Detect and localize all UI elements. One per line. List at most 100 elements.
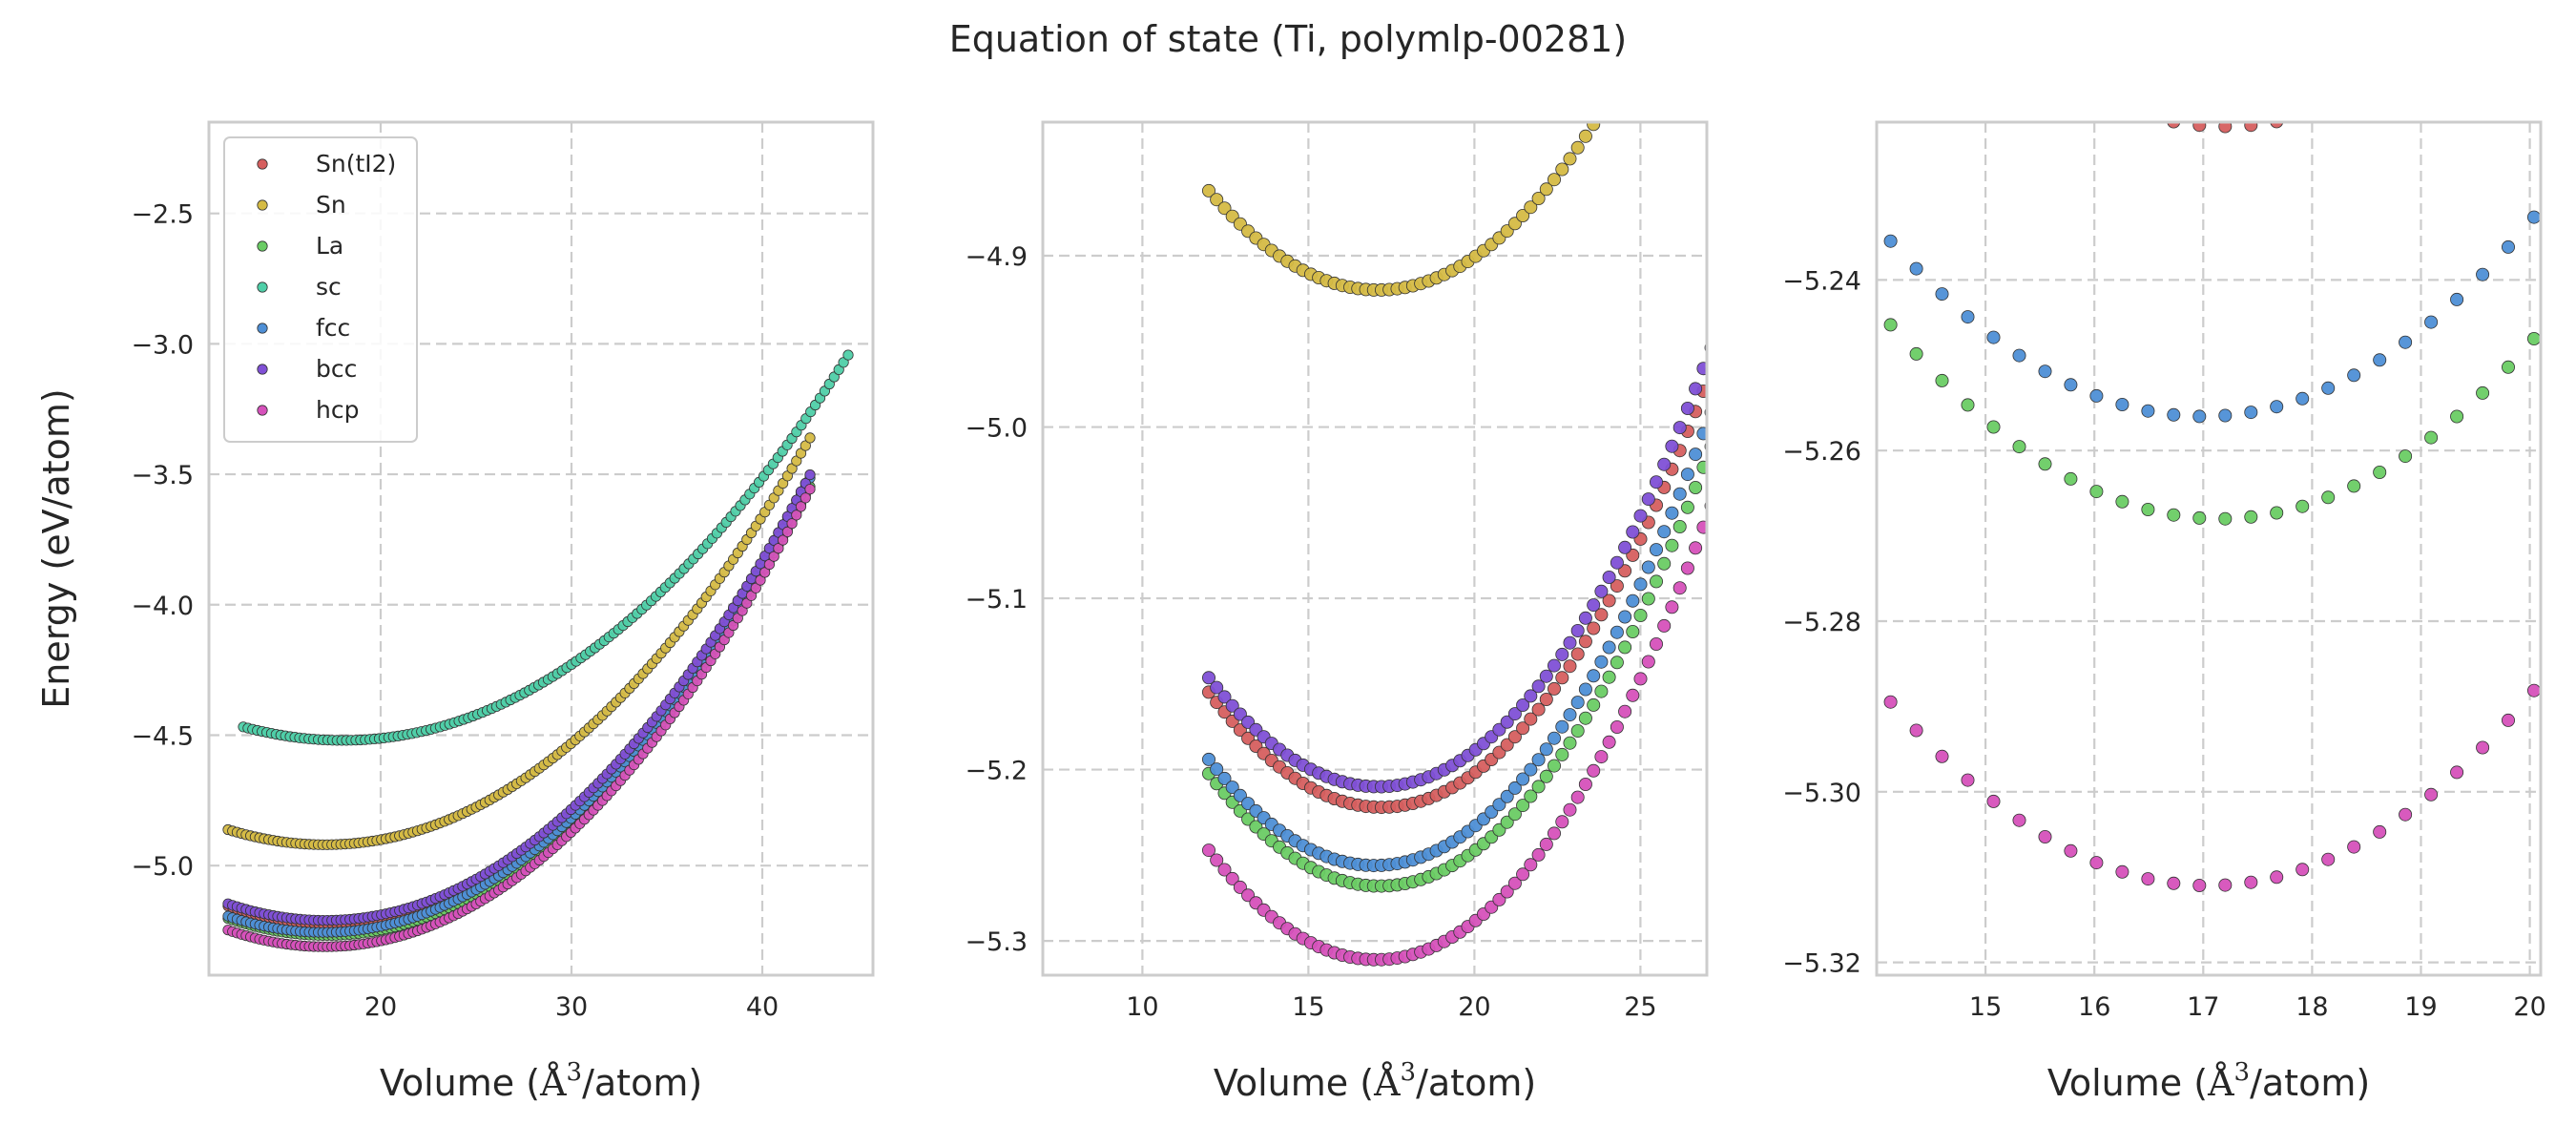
y-tick-label: −5.28 — [1782, 608, 1861, 637]
data-point — [2167, 122, 2181, 129]
data-point — [2270, 506, 2284, 520]
legend-marker — [257, 405, 268, 416]
data-point — [2399, 449, 2413, 464]
data-point — [2450, 409, 2464, 424]
data-point — [1883, 318, 1898, 332]
data-point — [1516, 799, 1530, 813]
x-tick-label: 19 — [2404, 992, 2437, 1022]
legend-marker — [257, 158, 268, 170]
legend-marker — [257, 281, 268, 293]
data-point — [1618, 564, 1632, 578]
data-point — [1507, 807, 1522, 822]
data-point — [1602, 735, 1616, 749]
data-point — [1548, 173, 1562, 187]
data-point — [1587, 763, 1601, 778]
x-tick-label: 15 — [1292, 992, 1324, 1022]
legend-frame — [223, 136, 418, 443]
data-point — [781, 526, 794, 538]
data-point — [1650, 574, 1664, 589]
legend-entry: Sn — [316, 191, 346, 219]
series-hcp — [1883, 683, 2541, 893]
x-axis-label: Volume (Å3/atom) — [2047, 1058, 2370, 1104]
data-point — [2476, 740, 2490, 755]
legend-entry: La — [316, 232, 343, 260]
data-point — [2450, 292, 2464, 306]
data-point — [1539, 693, 1553, 707]
data-point — [1516, 867, 1530, 882]
data-point — [2167, 876, 2181, 890]
data-point — [1587, 122, 1601, 132]
x-tick-label: 10 — [1126, 992, 1158, 1022]
data-point — [2373, 824, 2387, 839]
y-tick-label: −5.32 — [1782, 949, 1861, 979]
data-point — [1696, 460, 1707, 474]
data-point — [1935, 287, 1949, 302]
data-point — [1602, 640, 1616, 655]
data-point — [791, 510, 802, 521]
data-point — [1555, 747, 1569, 761]
data-point — [1986, 420, 2001, 434]
data-point — [2064, 843, 2078, 858]
data-point — [1492, 798, 1506, 812]
data-point — [1657, 525, 1672, 539]
data-point — [1587, 621, 1601, 635]
series-fcc — [1883, 210, 2541, 424]
data-point — [1618, 640, 1632, 655]
legend-marker — [257, 199, 268, 211]
data-point — [1650, 475, 1664, 489]
x-axis-label: Volume (Å3/atom) — [1214, 1058, 1536, 1104]
data-point — [1680, 500, 1694, 514]
data-point — [1524, 789, 1538, 803]
data-point — [1587, 598, 1601, 613]
data-point — [777, 534, 789, 546]
y-tick-label: −5.0 — [965, 414, 1028, 444]
data-point — [1680, 468, 1694, 482]
data-point — [1233, 707, 1247, 721]
data-point — [1610, 720, 1624, 735]
data-point — [1210, 853, 1224, 867]
data-point — [1578, 778, 1592, 792]
data-point — [1626, 593, 1640, 608]
data-point — [1548, 658, 1562, 673]
legend-entry: sc — [316, 273, 342, 301]
data-point — [2218, 408, 2233, 423]
y-tick-label: −5.1 — [965, 585, 1028, 614]
data-point — [1594, 584, 1609, 598]
data-point — [2244, 406, 2258, 420]
panels: 20 30 40 −5.0 −4.5 −4.0 −3.5 −3.0 −2.5 Volume (Å3… — [35, 120, 2546, 1104]
legend-marker — [257, 323, 268, 334]
data-point — [1233, 788, 1247, 802]
data-point — [2115, 494, 2129, 509]
data-points — [222, 349, 854, 952]
data-point — [763, 558, 776, 571]
data-point — [1539, 837, 1553, 851]
data-point — [1555, 671, 1569, 685]
x-tick-label: 20 — [364, 992, 397, 1022]
data-point — [2218, 878, 2233, 892]
data-point — [1578, 129, 1592, 143]
series-Sn — [1202, 122, 1601, 297]
data-point — [1602, 670, 1616, 684]
data-point — [2501, 360, 2515, 374]
data-point — [2373, 465, 2387, 479]
data-point — [1680, 561, 1694, 575]
data-point — [1548, 731, 1562, 745]
data-point — [1507, 781, 1522, 795]
series-Sn — [222, 432, 816, 850]
data-point — [2038, 830, 2052, 844]
data-point — [1665, 600, 1679, 614]
data-point — [1650, 543, 1664, 557]
data-point — [1618, 704, 1632, 718]
data-point — [1563, 659, 1577, 674]
data-point — [2296, 499, 2310, 513]
data-point — [1516, 698, 1530, 713]
data-point — [1548, 826, 1562, 841]
y-tick-label: −5.26 — [1782, 437, 1861, 467]
data-point — [1672, 421, 1687, 435]
data-point — [1935, 373, 1949, 387]
data-point — [1961, 398, 1975, 412]
data-point — [1225, 871, 1239, 885]
data-point — [1516, 772, 1530, 786]
